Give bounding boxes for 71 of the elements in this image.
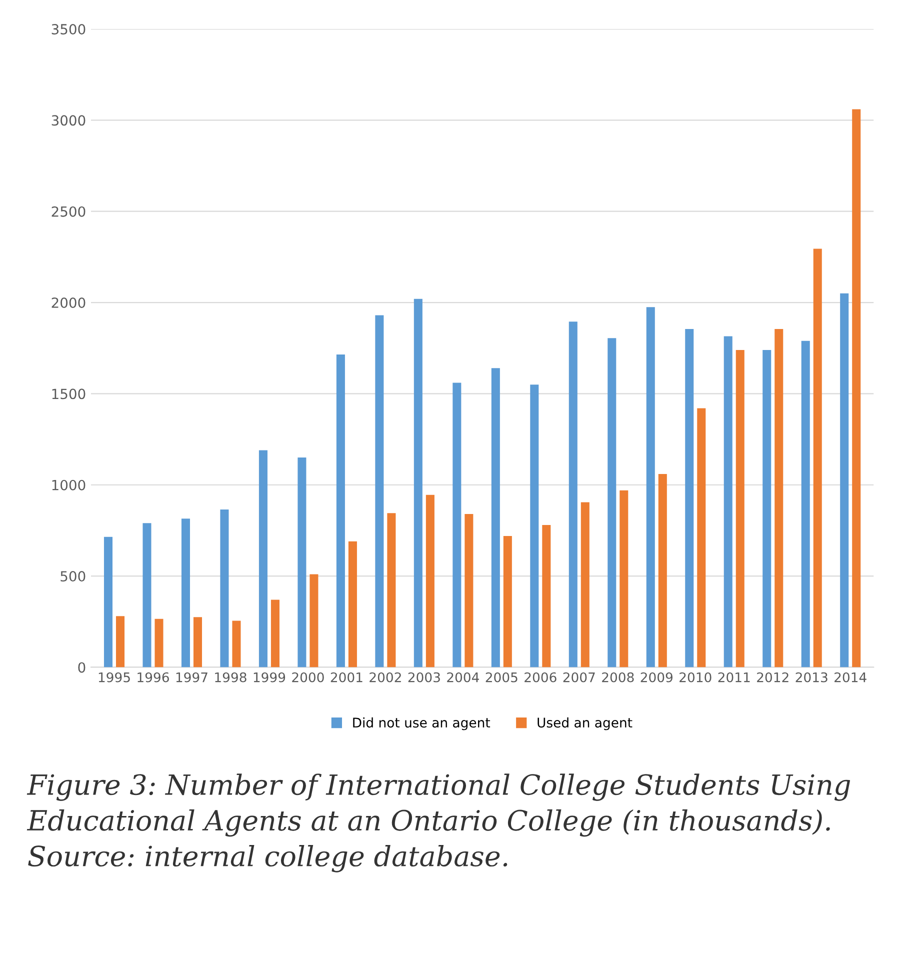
bar [620,490,628,668]
bar [542,525,551,668]
x-tick-label: 1996 [138,672,169,682]
bar [375,315,384,668]
bar [154,618,164,668]
bar [116,616,125,668]
bar [685,328,694,668]
bar [724,336,732,668]
bar [258,450,268,668]
x-tick-label: 1999 [254,672,286,682]
x-tick-label: 2000 [292,672,324,682]
x-tick-label: 2005 [486,672,518,682]
bar [464,514,474,668]
bar [270,600,280,668]
bar [762,350,772,668]
caption: Figure 3: Number of International College Students Using Educational Agents at an Ontario College (in thousands). Source: internal college database. [26,774,850,872]
bar [387,513,396,668]
bar [503,536,512,668]
y-tick-label: 3000 [52,115,86,126]
y-tick-label: 0 [78,662,86,673]
bar [336,354,345,668]
bar [232,620,241,668]
bar [530,384,539,668]
x-tick-label: 2013 [796,672,828,682]
x-tick-label: 1998 [215,672,246,682]
bar [452,382,462,668]
bar [426,494,434,668]
bar [697,408,706,668]
bar [193,617,202,668]
x-tick-label: 2002 [370,672,401,682]
bar [646,307,655,668]
bar [840,293,849,668]
bar [608,338,616,668]
bar [491,368,500,668]
bar [658,474,667,668]
x-tick-label: 2006 [524,672,556,682]
x-tick-label: 2010 [680,672,712,682]
bar [220,510,229,668]
x-tick-label: 2011 [718,672,750,682]
bar [104,536,112,668]
y-tick-label: 2000 [52,298,86,308]
bar [414,298,422,668]
bar [348,541,357,668]
y-tick-label: 3500 [52,24,86,34]
bar [568,322,578,668]
bar [852,109,861,668]
legend-label: Used an agent [538,717,632,730]
bar [801,340,810,668]
bar [142,523,152,668]
x-tick-label: 2014 [834,672,866,682]
y-tick-label: 2500 [52,206,86,217]
x-tick-label: 2012 [757,672,788,682]
x-tick-label: 1995 [98,672,130,682]
x-tick-label: 2003 [408,672,440,682]
x-tick-label: 2007 [563,672,595,682]
x-tick-label: 2008 [602,672,634,682]
bar [298,458,306,668]
bar [774,328,784,668]
y-tick-label: 1000 [52,480,86,490]
bar [736,350,744,668]
legend-label: Did not use an agent [353,717,490,730]
bar [580,502,590,668]
x-tick-label: 2009 [640,672,673,682]
bar [813,248,822,668]
x-tick-label: 1997 [176,672,208,682]
y-tick-label: 500 [60,571,86,582]
y-tick-label: 1500 [52,388,86,400]
bar [310,574,318,668]
bar [181,518,190,668]
x-tick-label: 2004 [447,672,479,682]
x-tick-label: 2001 [330,672,362,682]
